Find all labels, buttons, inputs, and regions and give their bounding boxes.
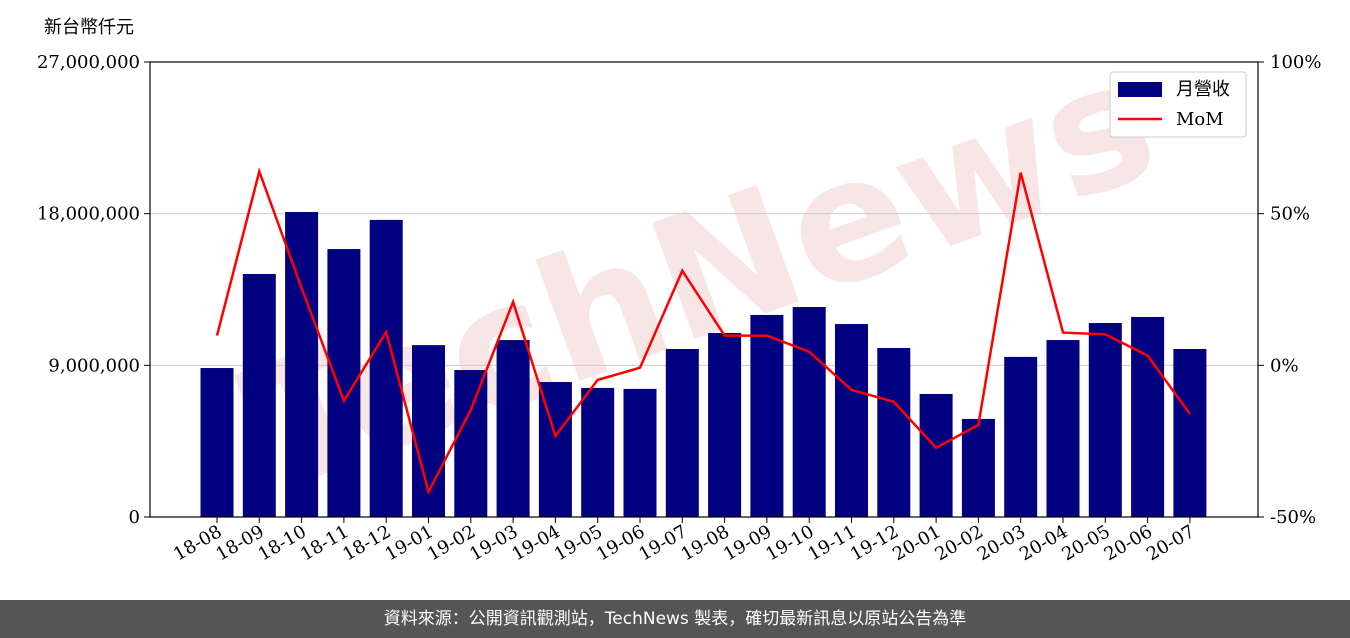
y-tick-label: 0 — [129, 507, 140, 528]
bar — [200, 368, 234, 517]
legend-label: MoM — [1176, 109, 1224, 130]
bar — [496, 340, 530, 517]
bar — [750, 314, 784, 517]
chart: 新台幣仟元 TechNews 09,000,00018,000,00027,00… — [37, 17, 1322, 565]
y-tick-label: 9,000,000 — [48, 355, 140, 376]
bar — [708, 332, 742, 517]
y-tick-label: 27,000,000 — [37, 52, 140, 73]
mom-line — [215, 167, 1191, 496]
bar — [835, 324, 868, 517]
bar — [1131, 316, 1165, 517]
bar — [1046, 340, 1080, 517]
bar — [961, 418, 995, 517]
y2-tick-label: -50% — [1270, 507, 1316, 528]
bar — [919, 393, 953, 517]
bar — [792, 307, 826, 517]
bar — [1088, 323, 1122, 517]
bar — [623, 388, 657, 517]
y2-tick-label: 50% — [1270, 204, 1310, 225]
bar — [369, 219, 403, 517]
bar — [877, 347, 911, 517]
bar — [1004, 356, 1038, 517]
bar — [665, 348, 699, 517]
bar — [1173, 348, 1207, 517]
plot-frame — [149, 61, 1259, 518]
x-tick-label: 20-07 — [1143, 521, 1198, 565]
y-axis-label: 新台幣仟元 — [44, 17, 134, 38]
y2-tick-label: 100% — [1270, 52, 1321, 73]
bar — [581, 387, 615, 517]
y2-tick-label: 0% — [1270, 355, 1299, 376]
bar — [242, 273, 276, 517]
bar — [285, 211, 319, 517]
footer: 資料來源：公開資訊觀測站，TechNews 製表，確切最新訊息以原站公告為準 — [0, 600, 1350, 638]
legend-swatch — [1118, 82, 1162, 97]
legend-label: 月營收 — [1176, 79, 1230, 100]
bar — [454, 370, 488, 517]
y-tick-label: 18,000,000 — [37, 204, 140, 225]
